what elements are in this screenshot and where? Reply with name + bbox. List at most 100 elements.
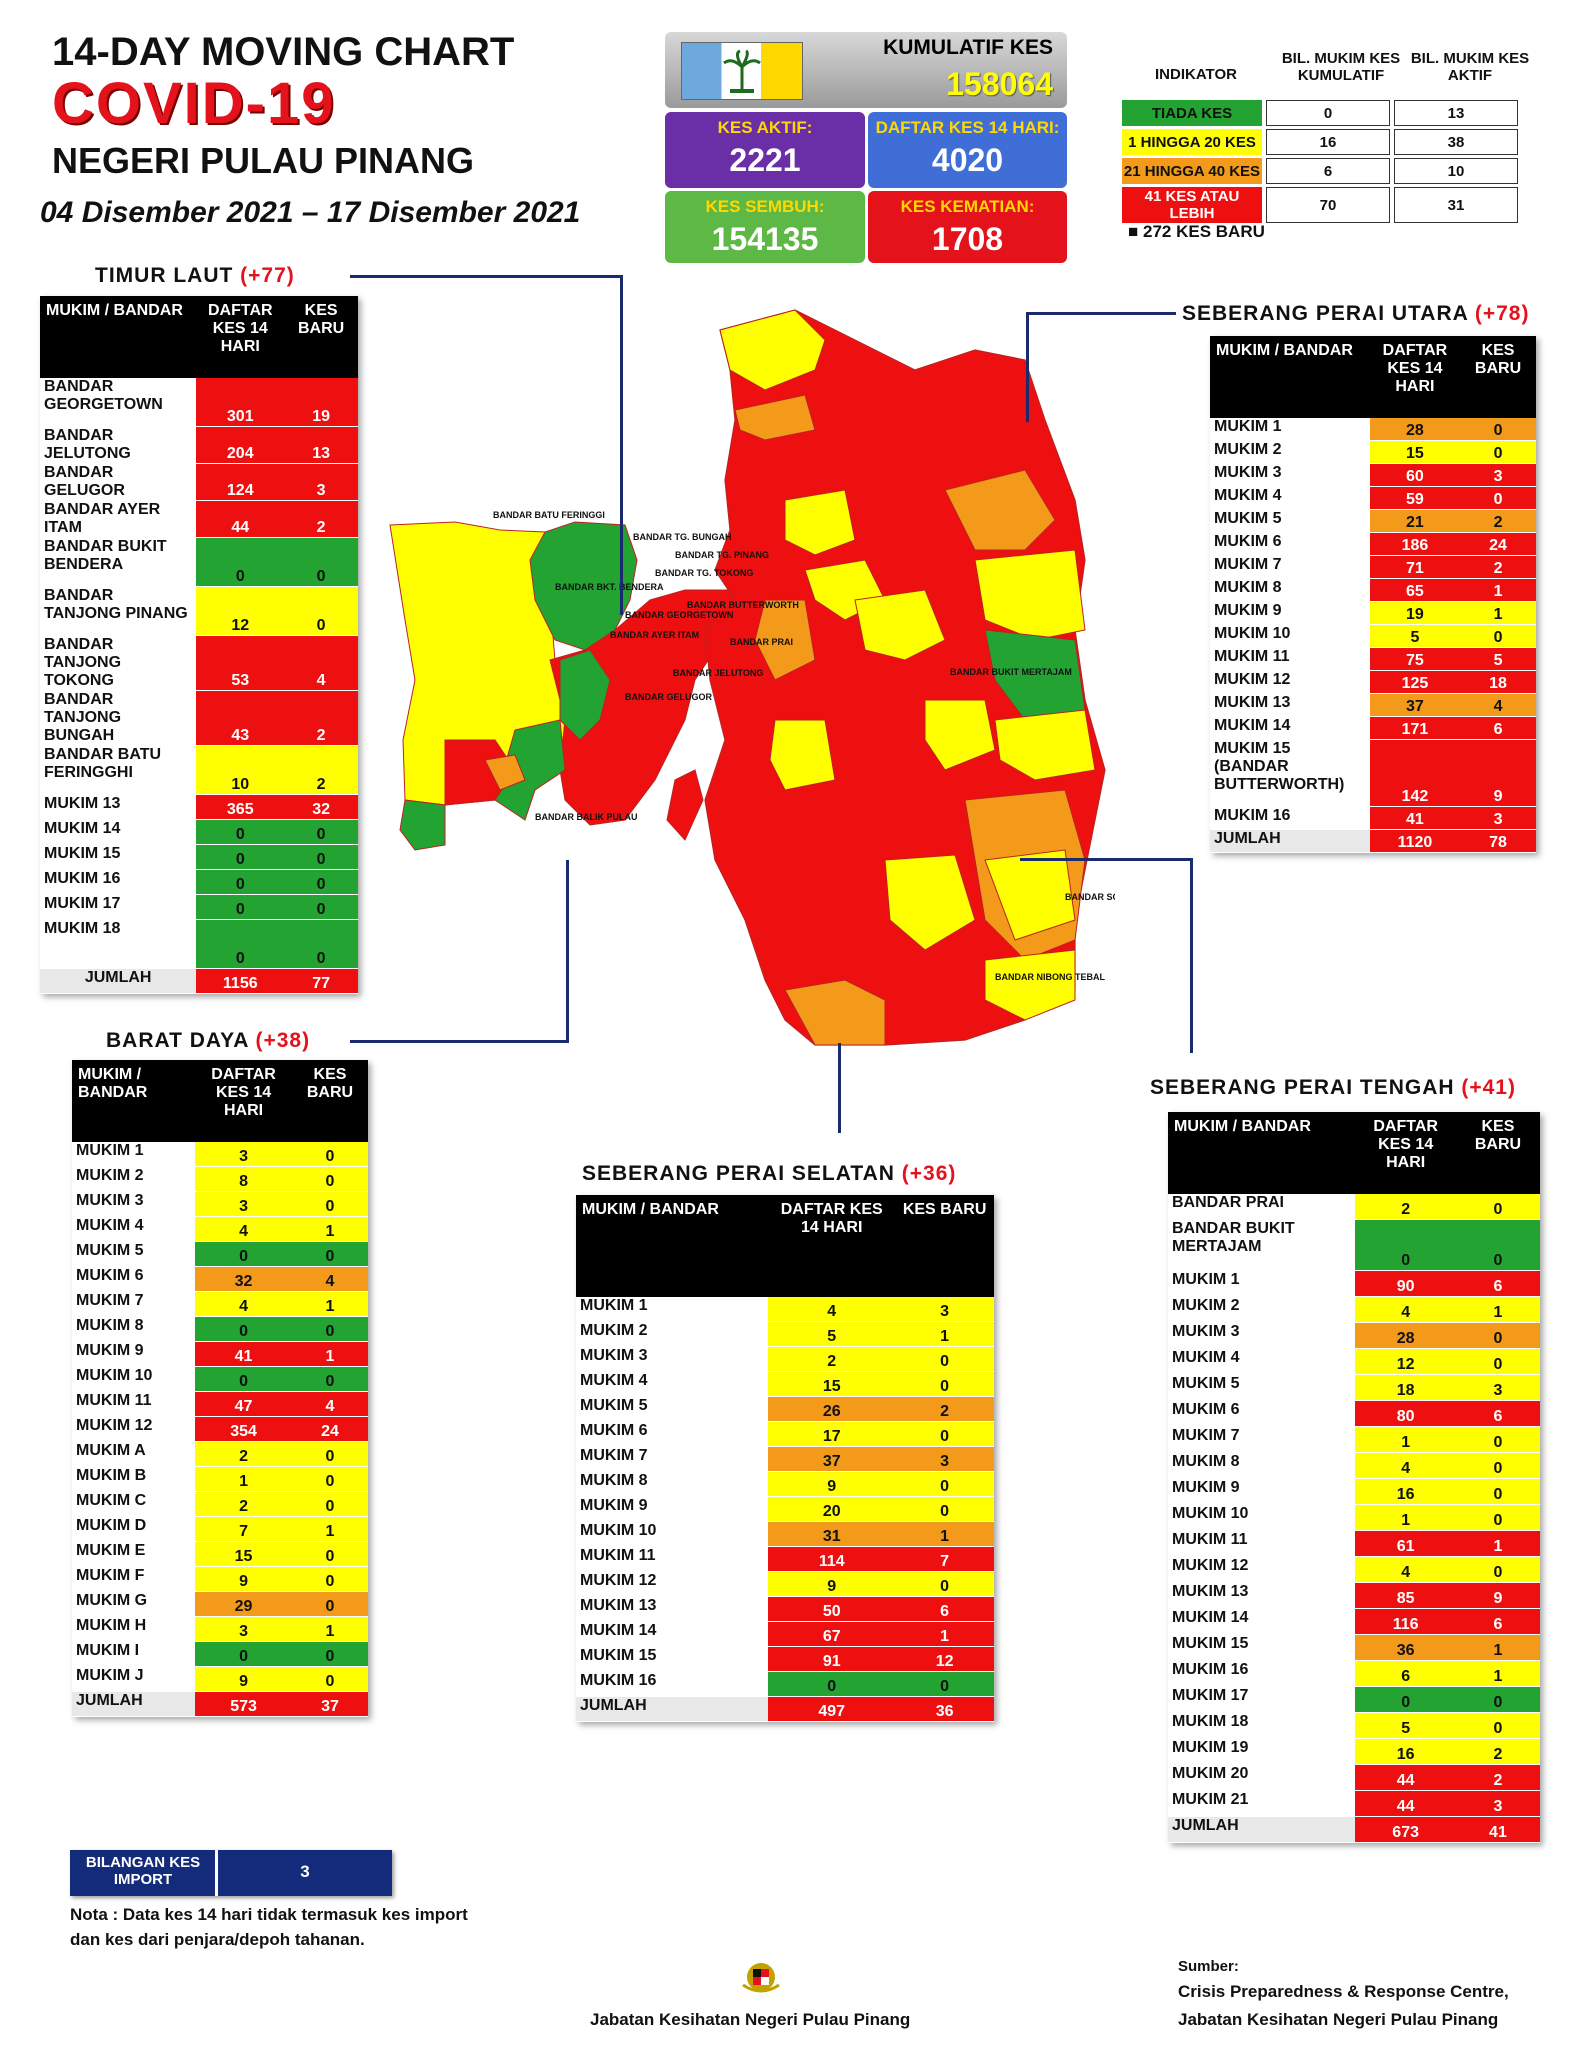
cases-14-day: 573 bbox=[195, 1691, 292, 1717]
area-name: BANDAR GELUGOR bbox=[40, 463, 197, 501]
table-row: MUKIM 13 85 9 bbox=[1168, 1582, 1540, 1609]
table-row: MUKIM 6 80 6 bbox=[1168, 1400, 1540, 1427]
new-cases: 1 bbox=[1455, 1530, 1540, 1557]
cases-14-day: 5 bbox=[1369, 624, 1461, 648]
area-name: MUKIM 6 bbox=[1168, 1400, 1356, 1427]
cases-14-day: 2 bbox=[195, 1491, 292, 1517]
table-row: MUKIM 10 31 1 bbox=[576, 1521, 994, 1547]
new-cases: 7 bbox=[895, 1546, 994, 1572]
column-header: KES BARU bbox=[284, 296, 358, 378]
cases-14-day: 61 bbox=[1355, 1530, 1456, 1557]
area-name: MUKIM 18 bbox=[40, 919, 197, 969]
cases-14-day: 36 bbox=[1355, 1634, 1456, 1661]
cases-14-day: 4 bbox=[195, 1216, 292, 1242]
area-name: MUKIM 11 bbox=[1168, 1530, 1356, 1557]
area-name: MUKIM 10 bbox=[72, 1366, 196, 1392]
cases-14-day: 43 bbox=[196, 690, 285, 746]
table-row: MUKIM 13 37 4 bbox=[1210, 693, 1536, 717]
area-name: MUKIM 8 bbox=[576, 1471, 769, 1497]
table-row: MUKIM 21 44 3 bbox=[1168, 1790, 1540, 1817]
area-name: MUKIM 15 bbox=[1168, 1634, 1356, 1661]
cases-14-day: 0 bbox=[196, 819, 285, 845]
cases-14-day: 29 bbox=[195, 1591, 292, 1617]
cases-14-day: 91 bbox=[768, 1646, 896, 1672]
new-cases: 24 bbox=[1460, 532, 1536, 556]
table-row: MUKIM 6 32 4 bbox=[72, 1266, 368, 1292]
map-label: BANDAR PRAI bbox=[730, 637, 793, 647]
source-label: Sumber: bbox=[1178, 1958, 1239, 1975]
timur-laut-title: TIMUR LAUT (+77) bbox=[95, 264, 295, 288]
table-row: MUKIM 9 41 1 bbox=[72, 1341, 368, 1367]
area-name: MUKIM 3 bbox=[1210, 463, 1370, 487]
cases-14-day: 0 bbox=[196, 919, 285, 969]
penang-flag-icon bbox=[681, 42, 803, 100]
cases-14-day: 15 bbox=[768, 1371, 896, 1397]
area-name: MUKIM 5 bbox=[576, 1396, 769, 1422]
cases-14-day: 4 bbox=[768, 1297, 896, 1322]
table-row: MUKIM 3 60 3 bbox=[1210, 463, 1536, 487]
utara-title: SEBERANG PERAI UTARA (+78) bbox=[1182, 302, 1529, 326]
map-label: BANDAR BUTTERWORTH bbox=[687, 600, 799, 610]
new-cases: 9 bbox=[1460, 739, 1536, 807]
indicator-table: TIADA KES 0 13 1 HINGGA 20 KES 16 38 21 HING… bbox=[1118, 97, 1522, 226]
cases-14-day: 4 bbox=[1355, 1556, 1456, 1583]
table-row: MUKIM 17 0 0 bbox=[40, 894, 358, 920]
new-cases: 0 bbox=[1455, 1712, 1540, 1739]
area-name: JUMLAH bbox=[1210, 829, 1370, 853]
connector-line bbox=[1190, 858, 1193, 1053]
cases-14-day: 60 bbox=[1369, 463, 1461, 487]
new-cases: 3 bbox=[1455, 1374, 1540, 1401]
new-cases: 3 bbox=[895, 1446, 994, 1472]
new-cases: 1 bbox=[1460, 601, 1536, 625]
table-row: MUKIM 19 16 2 bbox=[1168, 1738, 1540, 1765]
table-row: BANDAR GEORGETOWN 301 19 bbox=[40, 378, 358, 427]
new-cases: 1 bbox=[291, 1616, 368, 1642]
area-name: MUKIM 2 bbox=[1168, 1296, 1356, 1323]
table-row: MUKIM 1 90 6 bbox=[1168, 1270, 1540, 1297]
indicator-cell: 70 bbox=[1266, 187, 1390, 223]
area-name: MUKIM 20 bbox=[1168, 1764, 1356, 1791]
table-row: MUKIM 16 6 1 bbox=[1168, 1660, 1540, 1687]
area-name: MUKIM 3 bbox=[72, 1191, 196, 1217]
new-cases: 0 bbox=[1455, 1556, 1540, 1583]
area-name: BANDAR TANJONG TOKONG bbox=[40, 635, 197, 691]
area-name: MUKIM 12 bbox=[1168, 1556, 1356, 1583]
cases-14-day: 31 bbox=[768, 1521, 896, 1547]
area-name: MUKIM C bbox=[72, 1491, 196, 1517]
area-name: MUKIM 5 bbox=[72, 1241, 196, 1267]
column-header: DAFTAR KES 14 HARI bbox=[768, 1195, 896, 1297]
new-cases: 1 bbox=[1455, 1660, 1540, 1687]
new-cases: 5 bbox=[1460, 647, 1536, 671]
timur-laut-plus: (+77) bbox=[240, 264, 295, 287]
table-row: MUKIM 15 0 0 bbox=[40, 844, 358, 870]
area-name: BANDAR BUKIT MERTAJAM bbox=[1168, 1219, 1356, 1271]
cases-14-day: 0 bbox=[1355, 1686, 1456, 1713]
cases-14-day: 28 bbox=[1369, 418, 1461, 441]
date-range: 04 Disember 2021 – 17 Disember 2021 bbox=[40, 196, 581, 229]
table-row: MUKIM 8 65 1 bbox=[1210, 578, 1536, 602]
column-header: DAFTAR KES 14 HARI bbox=[1369, 336, 1461, 418]
indicator-cell: 38 bbox=[1394, 129, 1518, 155]
cases-14-day: 41 bbox=[195, 1341, 292, 1367]
new-cases: 3 bbox=[284, 463, 358, 501]
square-bullet-icon: ■ bbox=[1128, 222, 1139, 241]
new-cases: 1 bbox=[895, 1321, 994, 1347]
area-name: MUKIM 18 bbox=[1168, 1712, 1356, 1739]
utara-name: SEBERANG PERAI UTARA bbox=[1182, 302, 1469, 325]
table-row: MUKIM 20 44 2 bbox=[1168, 1764, 1540, 1791]
area-name: MUKIM 7 bbox=[576, 1446, 769, 1472]
cases-14-day: 125 bbox=[1369, 670, 1461, 694]
table-row: MUKIM 10 1 0 bbox=[1168, 1504, 1540, 1531]
table-row: MUKIM 11 114 7 bbox=[576, 1546, 994, 1572]
area-name: MUKIM 1 bbox=[576, 1297, 769, 1322]
cases-14-day: 2 bbox=[768, 1346, 896, 1372]
import-value: 3 bbox=[300, 1862, 310, 1881]
table-row: MUKIM 9 16 0 bbox=[1168, 1478, 1540, 1505]
area-name: MUKIM 21 bbox=[1168, 1790, 1356, 1817]
